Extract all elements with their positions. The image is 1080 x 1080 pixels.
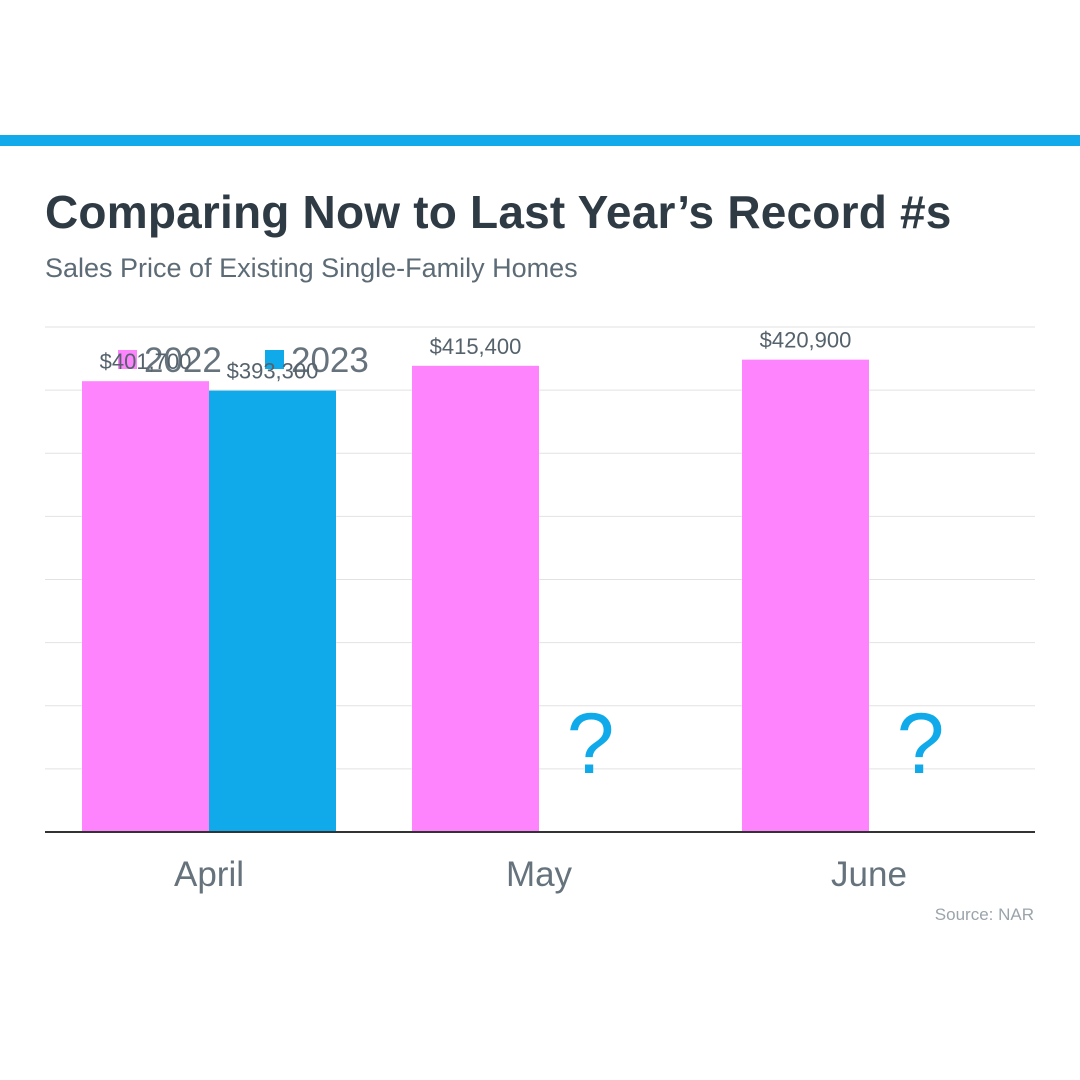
top-accent-rule (0, 135, 1080, 146)
value-labels: $401,700 $393,300 $415,400? $420,900? (100, 328, 945, 792)
source-note: Source: NAR (935, 905, 1034, 924)
legend-label-2022: 2022 (144, 341, 222, 380)
category-label-april: April (174, 855, 244, 894)
chart-title: Comparing Now to Last Year’s Record #s (45, 186, 952, 238)
value-label-june-2022: $420,900 (760, 328, 852, 353)
legend-swatch-2023 (265, 350, 284, 369)
unknown-value-mark-june: ? (897, 696, 945, 792)
unknown-value-mark-may: ? (567, 696, 615, 792)
category-label-june: June (831, 855, 907, 894)
value-label-may-2022: $415,400 (430, 334, 522, 359)
x-axis-labels: April May June (174, 855, 907, 894)
legend: 2022 2023 (118, 341, 369, 380)
chart-subtitle: Sales Price of Existing Single-Family Ho… (45, 253, 578, 283)
value-label-april-2023: $393,300 (227, 359, 319, 384)
bars (82, 359, 869, 832)
legend-swatch-2022 (118, 350, 137, 369)
bar-may-2022 (412, 365, 539, 832)
bar-june-2022 (742, 359, 869, 832)
value-label-april-2022: $401,700 (100, 349, 192, 374)
category-label-may: May (506, 855, 573, 894)
bar-april-2023 (209, 390, 336, 832)
bar-april-2022 (82, 381, 209, 832)
legend-label-2023: 2023 (291, 341, 369, 380)
